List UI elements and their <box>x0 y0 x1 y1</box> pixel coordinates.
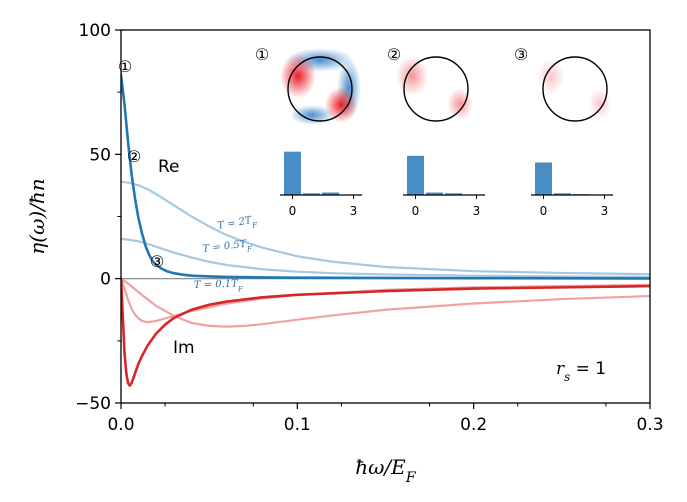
inset-bar-2-2 <box>445 193 462 195</box>
inset-2: ② 0 3 <box>387 45 485 218</box>
insets-group: ① 0 3 ② 0 3 ③ 0 3 <box>255 45 613 218</box>
series-group <box>121 73 650 387</box>
re-label: Re <box>158 157 180 177</box>
y-tick-label-1: 0 <box>100 270 111 290</box>
inset-bar-1-2 <box>322 192 339 195</box>
series-line-im-3 <box>121 277 650 387</box>
inset-1: ① 0 3 <box>255 45 362 218</box>
inset-tick-label-3-1: 3 <box>350 204 358 218</box>
x-axis-label: ħω/EF <box>355 455 417 486</box>
inset-density-blob-1-4 <box>290 105 334 125</box>
plot-frame <box>120 29 651 404</box>
inset-bar-3-1 <box>554 193 571 195</box>
y-tick-label-3: 100 <box>79 21 111 41</box>
inset-3: ③ 0 3 <box>514 45 613 218</box>
fermi-circle-3 <box>542 56 608 122</box>
series-line-re-2 <box>121 180 650 276</box>
series-line-im-5 <box>121 277 650 328</box>
inset-density-blob-2-1 <box>447 88 473 120</box>
im-label: Im <box>173 338 195 358</box>
y-axis-label: η(ω)/ħn <box>25 178 49 254</box>
inset-bar-1-0 <box>284 151 301 195</box>
y-tick-label-2: 50 <box>89 145 111 165</box>
inset-bar-3-0 <box>535 162 552 195</box>
inset-bar-2-0 <box>407 155 424 195</box>
y-tick-label-0: −50 <box>75 394 111 414</box>
inset-tick-label-3-2: 3 <box>473 204 481 218</box>
fermi-circle-1 <box>287 56 353 122</box>
series-line-re-1 <box>121 237 650 279</box>
rs-label: rs = 1 <box>556 359 606 384</box>
temp-label-01TF: T = 0.1TF <box>194 278 244 294</box>
inset-tick-label-3-3: 3 <box>601 204 609 218</box>
inset-tick-label-0-1: 0 <box>289 204 297 218</box>
marker-2: ② <box>127 147 141 166</box>
series-line-re-0 <box>121 73 650 280</box>
marker-3: ③ <box>150 252 164 271</box>
x-tick-label-1: 0.1 <box>284 415 311 435</box>
x-tick-label-0: 0.0 <box>107 415 134 435</box>
inset-marker-1: ① <box>255 45 269 64</box>
inset-tick-label-0-2: 0 <box>412 204 420 218</box>
inset-marker-3: ③ <box>514 45 528 64</box>
inset-bar-1-1 <box>303 193 320 195</box>
marker-1: ① <box>118 57 132 76</box>
inset-bar-2-1 <box>426 192 443 195</box>
temp-label-05TF: T = 0.5TF <box>202 238 253 258</box>
inset-density-blob-2-0 <box>396 56 428 96</box>
inset-marker-2: ② <box>387 45 401 64</box>
inset-density-blob-1-2 <box>280 54 316 98</box>
x-tick-label-2: 0.2 <box>460 415 487 435</box>
inset-density-blob-3-0 <box>537 59 565 95</box>
x-tick-label-3: 0.3 <box>636 415 663 435</box>
inset-tick-label-0-3: 0 <box>540 204 548 218</box>
fermi-circle-2 <box>403 56 469 122</box>
axes-group: 0.0 0.1 0.2 0.3 −50 0 50 100 ħω/EF η(ω)/ħn <box>25 21 664 486</box>
inset-density-blob-3-1 <box>588 89 612 119</box>
